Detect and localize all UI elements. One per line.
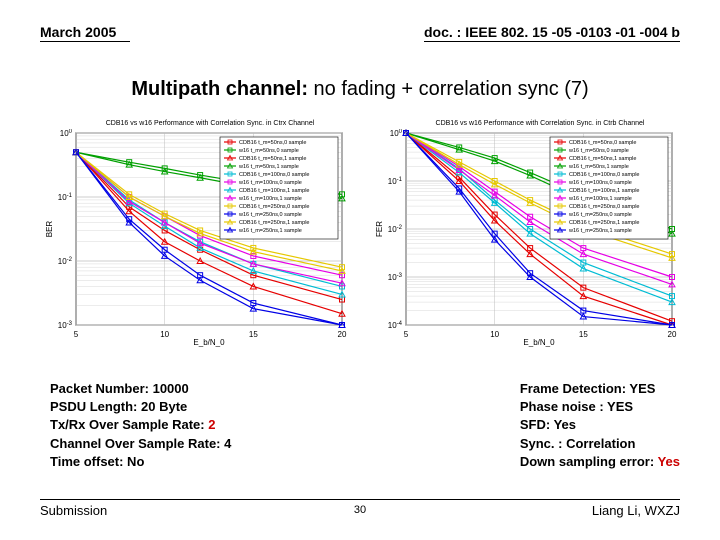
svg-text:FER: FER <box>375 221 384 237</box>
svg-text:20: 20 <box>338 330 347 339</box>
svg-text:w16 t_m=100ns,1 sample: w16 t_m=100ns,1 sample <box>568 196 632 202</box>
param-label: Time offset: <box>50 454 123 469</box>
svg-text:10-1: 10-1 <box>58 193 73 202</box>
svg-text:CDB16 t_m=100ns,1 sample: CDB16 t_m=100ns,1 sample <box>239 188 309 194</box>
svg-text:10-1: 10-1 <box>388 177 403 186</box>
svg-text:w16 t_m=250ns,1 sample: w16 t_m=250ns,1 sample <box>238 228 302 234</box>
chart-right-title: CDB16 vs w16 Performance with Correlatio… <box>370 120 680 127</box>
svg-text:w16 t_m=250ns,0 sample: w16 t_m=250ns,0 sample <box>568 212 632 218</box>
params-left: Packet Number: 10000PSDU Length: 20 Byte… <box>50 380 231 471</box>
svg-text:BER: BER <box>45 221 54 238</box>
param-label: Packet Number: <box>50 381 153 396</box>
parameters-block: Packet Number: 10000PSDU Length: 20 Byte… <box>50 380 680 471</box>
svg-text:5: 5 <box>404 330 409 339</box>
svg-text:w16 t_m=50ns,0 sample: w16 t_m=50ns,0 sample <box>568 148 629 154</box>
param-line: Tx/Rx Over Sample Rate: 2 <box>50 416 231 434</box>
param-label: Channel Over Sample Rate: <box>50 436 224 451</box>
param-value: YES <box>607 399 633 414</box>
params-right: Frame Detection: YESPhase noise : YESSFD… <box>520 380 680 471</box>
chart-left: 5 10 15 20 10-3 10-2 10-1 100 BER E_b/N_0 CDB16 t_… <box>40 129 350 349</box>
svg-text:CDB16 t_m=250ns,1 sample: CDB16 t_m=250ns,1 sample <box>569 220 639 226</box>
title-bold: Multipath channel: <box>131 78 308 100</box>
footer-left: Submission <box>40 503 107 518</box>
svg-text:w16 t_m=100ns,0 sample: w16 t_m=100ns,0 sample <box>568 180 632 186</box>
svg-text:CDB16 t_m=100ns,0 sample: CDB16 t_m=100ns,0 sample <box>239 172 309 178</box>
param-line: SFD: Yes <box>520 416 680 434</box>
param-label: Sync. : <box>520 436 566 451</box>
chart-left-title: CDB16 vs w16 Performance with Correlatio… <box>40 120 350 127</box>
param-label: SFD: <box>520 417 554 432</box>
param-line: Phase noise : YES <box>520 398 680 416</box>
param-label: Down sampling error: <box>520 454 658 469</box>
param-line: PSDU Length: 20 Byte <box>50 398 231 416</box>
svg-text:CDB16 t_m=250ns,1 sample: CDB16 t_m=250ns,1 sample <box>239 220 309 226</box>
chart-right: 5 10 15 20 10-4 10-3 10-2 10-1 100 FER E_b/N_0 CDB1… <box>370 129 680 349</box>
svg-text:w16 t_m=250ns,0 sample: w16 t_m=250ns,0 sample <box>238 212 302 218</box>
svg-text:CDB16 t_m=100ns,0 sample: CDB16 t_m=100ns,0 sample <box>569 172 639 178</box>
param-value: YES <box>629 381 655 396</box>
param-value: 2 <box>208 417 215 432</box>
param-value: No <box>123 454 144 469</box>
svg-text:E_b/N_0: E_b/N_0 <box>193 338 225 347</box>
param-label: PSDU Length: <box>50 399 141 414</box>
param-value: Yes <box>554 417 576 432</box>
svg-text:E_b/N_0: E_b/N_0 <box>523 338 555 347</box>
svg-text:10: 10 <box>160 330 169 339</box>
param-value: Yes <box>658 454 680 469</box>
param-label: Frame Detection: <box>520 381 630 396</box>
svg-text:w16 t_m=50ns,1 sample: w16 t_m=50ns,1 sample <box>238 164 299 170</box>
svg-text:w16 t_m=100ns,1 sample: w16 t_m=100ns,1 sample <box>238 196 302 202</box>
param-label: Phase noise : <box>520 399 607 414</box>
svg-text:CDB16 t_m=250ns,0 sample: CDB16 t_m=250ns,0 sample <box>239 204 309 210</box>
svg-text:10-3: 10-3 <box>388 273 403 282</box>
svg-text:CDB16 t_m=50ns,1 sample: CDB16 t_m=50ns,1 sample <box>569 156 636 162</box>
slide-title: Multipath channel: no fading + correlati… <box>0 78 720 101</box>
param-line: Down sampling error: Yes <box>520 453 680 471</box>
svg-text:w16 t_m=50ns,1 sample: w16 t_m=50ns,1 sample <box>568 164 629 170</box>
param-line: Packet Number: 10000 <box>50 380 231 398</box>
svg-text:10-2: 10-2 <box>388 225 403 234</box>
svg-text:10-4: 10-4 <box>388 321 403 330</box>
param-line: Sync. : Correlation <box>520 435 680 453</box>
param-line: Frame Detection: YES <box>520 380 680 398</box>
footer-right: Liang Li, WXZJ <box>592 503 680 518</box>
svg-text:w16 t_m=250ns,1 sample: w16 t_m=250ns,1 sample <box>568 228 632 234</box>
svg-text:CDB16 t_m=100ns,1 sample: CDB16 t_m=100ns,1 sample <box>569 188 639 194</box>
chart-right-wrap: CDB16 vs w16 Performance with Correlatio… <box>370 120 680 349</box>
svg-text:100: 100 <box>390 129 403 138</box>
footer-page: 30 <box>354 504 366 516</box>
param-line: Channel Over Sample Rate: 4 <box>50 435 231 453</box>
svg-text:CDB16 t_m=50ns,0 sample: CDB16 t_m=50ns,0 sample <box>569 140 636 146</box>
param-value: 20 Byte <box>141 399 187 414</box>
svg-text:10-2: 10-2 <box>58 257 73 266</box>
svg-text:CDB16 t_m=250ns,0 sample: CDB16 t_m=250ns,0 sample <box>569 204 639 210</box>
title-plain: no fading + correlation sync (7) <box>308 78 589 100</box>
svg-text:15: 15 <box>579 330 588 339</box>
param-value: Correlation <box>566 436 635 451</box>
svg-text:20: 20 <box>668 330 677 339</box>
chart-left-wrap: CDB16 vs w16 Performance with Correlatio… <box>40 120 350 349</box>
svg-text:15: 15 <box>249 330 258 339</box>
header-date: March 2005 <box>40 24 130 42</box>
param-label: Tx/Rx Over Sample Rate: <box>50 417 208 432</box>
svg-text:100: 100 <box>60 129 73 138</box>
param-value: 4 <box>224 436 231 451</box>
slide-footer: Submission 30 Liang Li, WXZJ <box>40 499 680 518</box>
svg-text:CDB16 t_m=50ns,0 sample: CDB16 t_m=50ns,0 sample <box>239 140 306 146</box>
svg-text:5: 5 <box>74 330 79 339</box>
svg-text:w16 t_m=50ns,0 sample: w16 t_m=50ns,0 sample <box>238 148 299 154</box>
svg-text:10: 10 <box>490 330 499 339</box>
header-doc-id: doc. : IEEE 802. 15 -05 -0103 -01 -004 b <box>424 24 680 42</box>
slide-header: March 2005 doc. : IEEE 802. 15 -05 -0103… <box>40 24 680 42</box>
param-line: Time offset: No <box>50 453 231 471</box>
svg-text:w16 t_m=100ns,0 sample: w16 t_m=100ns,0 sample <box>238 180 302 186</box>
svg-text:10-3: 10-3 <box>58 321 73 330</box>
svg-text:CDB16 t_m=50ns,1 sample: CDB16 t_m=50ns,1 sample <box>239 156 306 162</box>
param-value: 10000 <box>153 381 189 396</box>
charts-row: CDB16 vs w16 Performance with Correlatio… <box>40 120 680 349</box>
